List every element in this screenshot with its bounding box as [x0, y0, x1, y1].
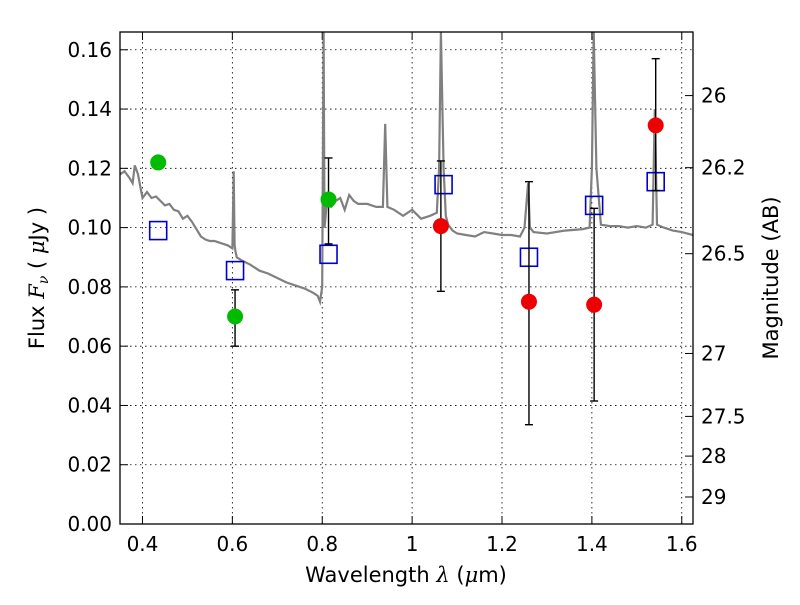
magnitude-tick-label: 28	[701, 444, 726, 468]
y-tick-label: 0.04	[67, 393, 112, 417]
green-data-point	[150, 154, 167, 171]
x-tick-label: 0.8	[306, 532, 338, 556]
y-tick-label: 0.00	[67, 512, 112, 536]
magnitude-axis-label: Magnitude (AB)	[759, 196, 783, 359]
x-axis-label: Wavelength λ (μm)	[305, 563, 507, 587]
magnitude-tick-label: 27	[701, 341, 726, 365]
magnitude-tick-label: 29	[701, 485, 726, 509]
y-axis-ticks: 0.00 0.02 0.04 0.06 0.08 0.10 0.12 0.14 0.16	[67, 38, 128, 536]
y-tick-label: 0.06	[67, 334, 112, 358]
x-tick-label: 0.6	[216, 532, 248, 556]
y-tick-label: 0.08	[67, 275, 112, 299]
red-data-point	[586, 296, 603, 313]
x-axis-ticks: 0.4 0.6 0.8 1 1.2 1.4 1.6	[127, 32, 698, 556]
red-data-point	[432, 218, 449, 235]
magnitude-tick-label: 26.2	[701, 156, 746, 180]
plot-series	[120, 32, 693, 426]
model-spectrum-line	[120, 32, 693, 306]
model-square-marker	[319, 244, 338, 265]
green-data-point	[227, 308, 244, 325]
magnitude-tick-label: 27.5	[701, 404, 746, 428]
red-data-point	[520, 293, 537, 310]
magnitude-tick-label: 26	[701, 84, 726, 108]
y-tick-label: 0.02	[67, 453, 112, 477]
model-square-marker	[434, 174, 453, 195]
plot-frame	[119, 31, 694, 525]
y-tick-label: 0.12	[67, 156, 112, 180]
green-data-point	[320, 191, 337, 208]
x-tick-label: 1.2	[486, 532, 518, 556]
y-tick-label: 0.10	[67, 216, 112, 240]
plot-area	[120, 32, 693, 524]
x-tick-label: 1	[406, 532, 419, 556]
y-axis-label: Flux Fν ( μJy )	[25, 207, 52, 349]
x-tick-label: 0.4	[127, 532, 159, 556]
model-square-marker	[225, 260, 245, 281]
magnitude-axis-ticks: 26 26.2 26.5 27 27.5 28 29	[685, 84, 746, 509]
red-data-point	[647, 117, 664, 134]
magnitude-tick-label: 26.5	[701, 242, 746, 266]
x-tick-label: 1.4	[576, 532, 608, 556]
y-tick-label: 0.14	[67, 97, 112, 121]
y-tick-label: 0.16	[67, 38, 112, 62]
model-square-marker	[148, 220, 168, 241]
x-tick-label: 1.6	[666, 532, 698, 556]
